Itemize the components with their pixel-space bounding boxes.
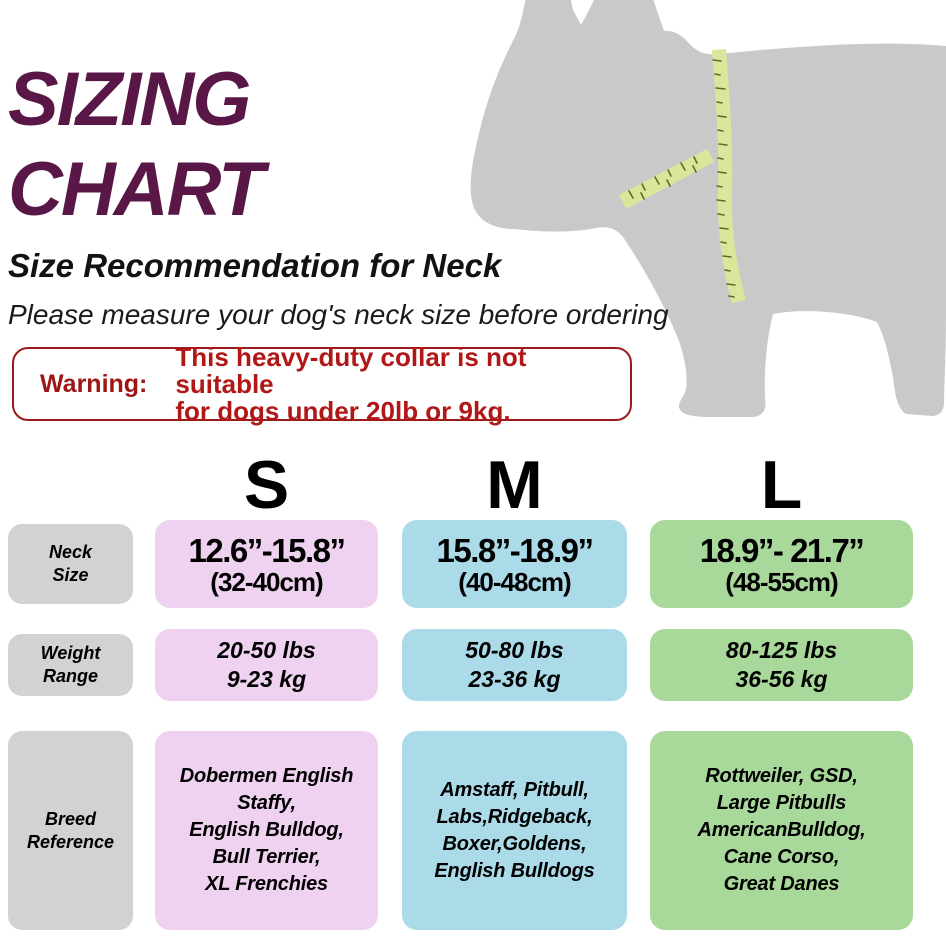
breed-line: Bull Terrier, <box>212 846 321 868</box>
weight-lbs: 80-125 lbs <box>725 637 838 663</box>
row-label-neck-size: Neck Size <box>8 524 133 604</box>
title-line-2: CHART <box>8 147 265 232</box>
neck-size-cell-l: 18.9”- 21.7” (48-55cm) <box>650 520 913 608</box>
tape-tick-marks <box>628 59 736 298</box>
warning-label: Warning: <box>40 369 148 398</box>
breed-line: Great Danes <box>723 873 840 895</box>
neck-cm: (32-40cm) <box>210 566 323 597</box>
breed-line: Dobermen English <box>179 765 354 787</box>
weight-lbs: 20-50 lbs <box>217 637 316 663</box>
warning-message-line-1: This heavy-duty collar is not suitable <box>175 341 527 399</box>
warning-message: This heavy-duty collar is not suitable f… <box>175 341 630 426</box>
title-line-1: SIZING <box>8 57 251 142</box>
page-title: SIZING CHART <box>8 55 265 235</box>
weight-kg: 9-23 kg <box>226 666 307 692</box>
weight-kg: 23-36 kg <box>468 666 561 692</box>
breed-line: Labs,Ridgeback, <box>436 805 593 828</box>
breed-line: XL Frenchies <box>205 873 328 895</box>
page-subtitle: Size Recommendation for Neck <box>8 247 502 284</box>
neck-inches: 18.9”- 21.7” <box>699 531 865 569</box>
dog-body-shape <box>470 0 946 417</box>
breed-line: Boxer,Goldens, <box>442 832 587 855</box>
size-header-m: M <box>486 447 543 523</box>
size-header-l: L <box>760 447 803 523</box>
neck-inches: 15.8”-18.9” <box>436 531 594 569</box>
dog-silhouette-illustration <box>470 0 946 417</box>
measure-note: Please measure your dog's neck size befo… <box>8 299 669 330</box>
warning-box: Warning: This heavy-duty collar is not s… <box>12 343 632 424</box>
breed-line: Staffy, <box>237 792 296 814</box>
neck-cm: (48-55cm) <box>725 566 838 597</box>
row-label-text: Size <box>52 565 89 585</box>
weight-range-cell-s: 20-50 lbs 9-23 kg <box>155 629 378 701</box>
neck-size-cell-s: 12.6”-15.8” (32-40cm) <box>155 520 378 608</box>
breed-reference-cell-m: Amstaff, Pitbull, Labs,Ridgeback, Boxer,… <box>402 731 627 930</box>
breed-line: AmericanBulldog, <box>697 819 866 841</box>
breed-line: English Bulldog, <box>189 819 344 841</box>
weight-lbs: 50-80 lbs <box>465 637 564 663</box>
row-label-text: Reference <box>26 831 115 852</box>
neck-size-cell-m: 15.8”-18.9” (40-48cm) <box>402 520 627 608</box>
row-label-text: Breed <box>44 808 97 829</box>
row-label-weight-range: Weight Range <box>8 634 133 696</box>
breed-reference-cell-l: Rottweiler, GSD, Large Pitbulls American… <box>650 731 913 930</box>
breed-reference-cell-s: Dobermen English Staffy, English Bulldog… <box>155 731 378 930</box>
row-label-text: Weight <box>40 643 101 663</box>
size-header-s: S <box>243 447 290 523</box>
row-label-text: Neck <box>48 542 93 562</box>
breed-line: Rottweiler, GSD, <box>705 765 858 787</box>
breed-line: Large Pitbulls <box>716 792 847 814</box>
row-label-text: Range <box>42 666 98 686</box>
row-label-breed-reference: Breed Reference <box>8 731 133 930</box>
neck-inches: 12.6”-15.8” <box>188 531 346 569</box>
measuring-tape-vertical <box>712 49 746 303</box>
measuring-tape-neck <box>619 149 714 209</box>
weight-range-cell-m: 50-80 lbs 23-36 kg <box>402 629 627 701</box>
breed-line: Cane Corso, <box>723 846 840 868</box>
breed-line: Amstaff, Pitbull, <box>440 778 589 801</box>
neck-cm: (40-48cm) <box>458 566 571 597</box>
weight-kg: 36-56 kg <box>735 666 828 692</box>
weight-range-cell-l: 80-125 lbs 36-56 kg <box>650 629 913 701</box>
breed-line: English Bulldogs <box>434 859 595 882</box>
warning-message-line-2: for dogs under 20lb or 9kg. <box>175 395 511 426</box>
